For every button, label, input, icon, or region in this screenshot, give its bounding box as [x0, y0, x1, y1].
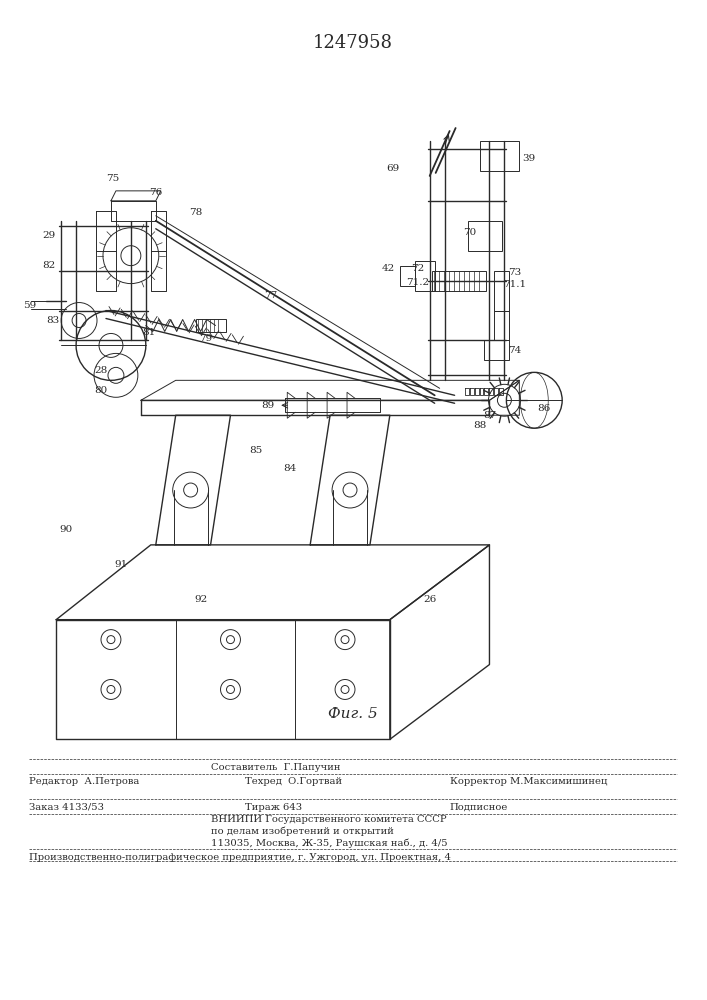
Text: 79: 79	[199, 334, 212, 343]
Text: 88: 88	[473, 421, 486, 430]
Text: 42: 42	[381, 264, 395, 273]
Text: 72: 72	[411, 264, 424, 273]
Text: Фиг. 5: Фиг. 5	[328, 707, 378, 721]
Text: 76: 76	[149, 188, 163, 197]
Text: 113035, Москва, Ж-35, Раушская наб., д. 4/5: 113035, Москва, Ж-35, Раушская наб., д. …	[211, 838, 448, 848]
Text: 71.2: 71.2	[407, 278, 429, 287]
Text: 29: 29	[42, 231, 56, 240]
Bar	[494, 311, 509, 340]
Text: 77: 77	[264, 291, 277, 300]
Text: 91: 91	[115, 560, 127, 569]
Bar	[494, 271, 509, 311]
Text: Производственно-полиграфическое предприятие, г. Ужгород, ул. Проектная, 4: Производственно-полиграфическое предприя…	[29, 853, 451, 862]
Bar	[196, 319, 226, 332]
Text: Заказ 4133/53: Заказ 4133/53	[29, 803, 104, 812]
Text: 80: 80	[94, 386, 107, 395]
Text: 82: 82	[42, 261, 56, 270]
Text: 92: 92	[194, 595, 207, 604]
Text: 78: 78	[189, 208, 202, 217]
Text: 1247958: 1247958	[313, 34, 393, 52]
Text: 28: 28	[94, 366, 107, 375]
Bar	[432, 271, 486, 291]
Text: 71.1: 71.1	[503, 280, 526, 289]
Text: ВНИИПИ Государственного комитета СССР: ВНИИПИ Государственного комитета СССР	[211, 815, 446, 824]
Text: 81: 81	[142, 328, 156, 337]
Bar	[479, 141, 520, 171]
Bar	[400, 266, 415, 286]
Text: 69: 69	[386, 164, 399, 173]
Text: Составитель  Г.Папучин: Составитель Г.Папучин	[211, 763, 340, 772]
Text: Техред  О.Гортвай: Техред О.Гортвай	[245, 777, 343, 786]
Bar	[467, 221, 503, 251]
Text: 83: 83	[47, 316, 60, 325]
Text: по делам изобретений и открытий: по делам изобретений и открытий	[211, 826, 393, 836]
Text: 84: 84	[284, 464, 297, 473]
Text: 39: 39	[522, 154, 536, 163]
Text: 86: 86	[537, 404, 551, 413]
Text: Тираж 643: Тираж 643	[245, 803, 303, 812]
Bar	[415, 261, 435, 291]
Text: Корректор М.Максимишинец: Корректор М.Максимишинец	[450, 777, 607, 786]
Text: 59: 59	[23, 301, 36, 310]
Text: Подписное: Подписное	[450, 803, 508, 812]
Bar	[484, 340, 509, 360]
Text: 90: 90	[59, 525, 73, 534]
Text: 70: 70	[463, 228, 477, 237]
Text: 73: 73	[508, 268, 521, 277]
Text: 74: 74	[508, 346, 521, 355]
Text: 85: 85	[249, 446, 262, 455]
Text: 26: 26	[423, 595, 436, 604]
Text: Редактор  А.Петрова: Редактор А.Петрова	[29, 777, 140, 786]
Text: 75: 75	[106, 174, 119, 183]
Text: 89: 89	[262, 401, 275, 410]
Text: 87: 87	[483, 411, 496, 420]
